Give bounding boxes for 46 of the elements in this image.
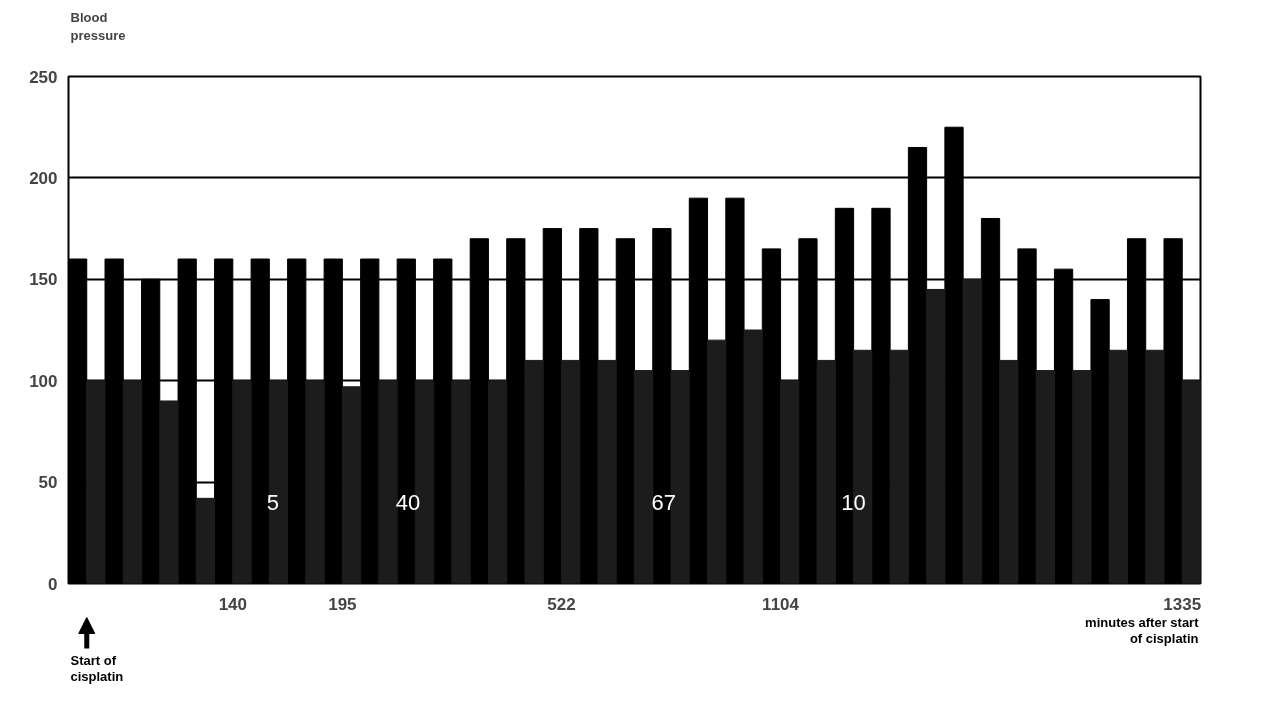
bar [560,359,581,584]
bar [1181,380,1201,584]
bar [889,349,909,584]
bar [1072,370,1092,584]
x-tick-label: 522 [547,594,576,614]
bar [232,380,252,584]
bar [451,380,471,584]
bar [487,380,508,584]
bar [268,380,289,584]
bar [122,380,143,584]
x-tick-label: 1335 [1163,594,1202,614]
y-tick-label: 150 [29,270,58,290]
bar [305,380,325,584]
bar [341,386,362,584]
x-tick-label: 1104 [762,594,800,614]
x-tick-label: 195 [328,594,357,614]
bar [999,359,1019,584]
bar [816,359,836,584]
bar [378,380,398,584]
y-tick-label: 50 [38,473,58,493]
annotation: 67 [651,489,676,515]
bar [195,497,216,584]
bar [1145,349,1165,584]
bar [634,370,654,584]
bar [1108,349,1128,584]
bar [743,329,763,584]
bar [159,400,179,584]
x-tick-label: 140 [218,594,248,614]
bar [597,359,617,584]
x-axis-title: minutes after start of cisplatin [1085,614,1200,646]
bar [780,380,800,584]
y-tick-label: 100 [29,371,58,391]
bar [1035,370,1055,584]
bar [86,380,106,584]
text: Start of cisplatin [70,652,124,684]
y-tick-label: 200 [29,168,58,188]
bar [524,359,544,584]
annotation: 40 [395,489,421,515]
annotation: 10 [841,489,866,515]
bar [707,339,727,584]
y-axis-title: Blood pressure [70,9,126,43]
y-tick-label: 0 [48,574,58,594]
y-tick-label: 250 [29,67,58,87]
bar [962,278,982,584]
bar [926,288,946,584]
annotation: 5 [266,489,280,515]
